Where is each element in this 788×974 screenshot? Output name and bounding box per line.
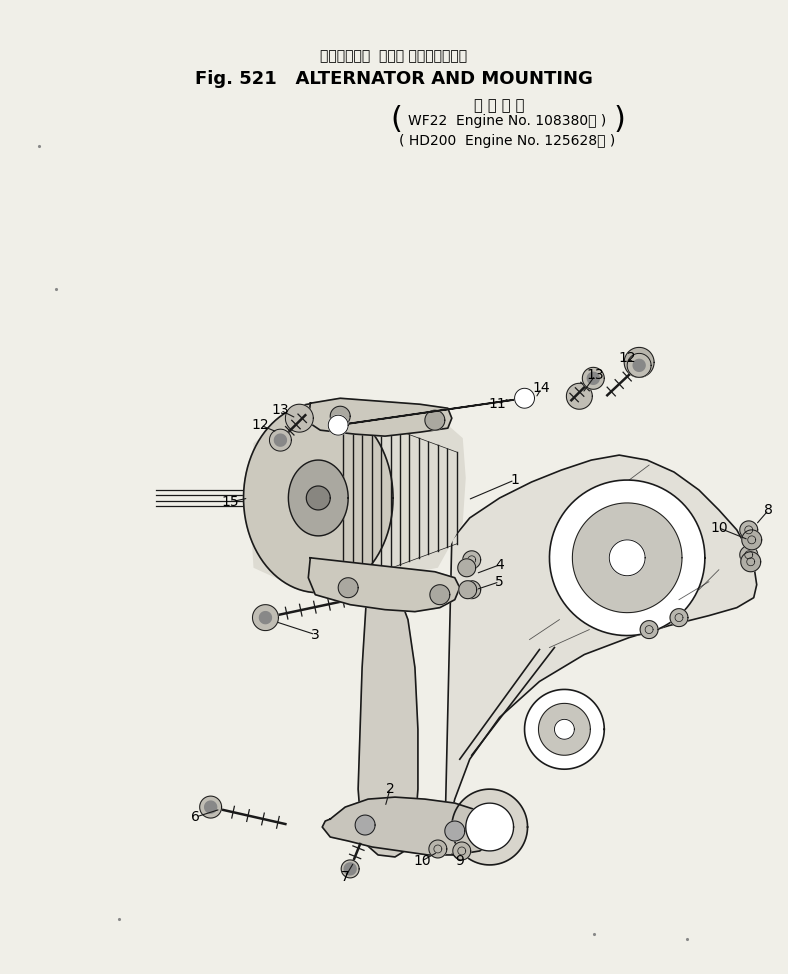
Polygon shape <box>444 821 465 841</box>
Polygon shape <box>567 384 593 409</box>
Polygon shape <box>740 521 758 539</box>
Polygon shape <box>307 486 330 510</box>
Polygon shape <box>355 815 375 835</box>
Text: 8: 8 <box>764 503 773 517</box>
Polygon shape <box>633 359 645 371</box>
Text: 5: 5 <box>495 575 504 588</box>
Polygon shape <box>459 581 477 599</box>
Polygon shape <box>199 796 221 818</box>
Polygon shape <box>463 551 481 569</box>
Polygon shape <box>538 703 590 755</box>
Polygon shape <box>742 530 762 549</box>
Polygon shape <box>582 367 604 390</box>
Polygon shape <box>466 804 514 851</box>
Text: WF22  Engine No. 108380～ ): WF22 Engine No. 108380～ ) <box>408 114 607 128</box>
Polygon shape <box>587 372 599 385</box>
Text: 12: 12 <box>251 418 269 432</box>
Polygon shape <box>344 863 356 875</box>
Polygon shape <box>425 410 444 431</box>
Text: 4: 4 <box>495 558 504 572</box>
Text: 2: 2 <box>385 782 394 796</box>
Polygon shape <box>453 842 470 860</box>
Polygon shape <box>444 455 756 839</box>
Polygon shape <box>338 578 358 598</box>
Text: 10: 10 <box>710 521 727 535</box>
Polygon shape <box>341 860 359 878</box>
Polygon shape <box>525 690 604 769</box>
Polygon shape <box>274 434 286 446</box>
Text: 3: 3 <box>311 627 320 642</box>
Polygon shape <box>549 480 705 636</box>
Text: 12: 12 <box>619 352 636 365</box>
Text: オルタネータ  および マウンティング: オルタネータ および マウンティング <box>321 50 467 63</box>
Polygon shape <box>308 558 459 612</box>
Polygon shape <box>330 406 350 427</box>
Polygon shape <box>259 612 271 623</box>
Polygon shape <box>740 545 758 564</box>
Polygon shape <box>458 559 476 577</box>
Polygon shape <box>285 404 314 432</box>
Polygon shape <box>627 354 651 377</box>
Polygon shape <box>463 581 481 599</box>
Polygon shape <box>288 460 348 536</box>
Text: 15: 15 <box>221 495 240 509</box>
Polygon shape <box>624 348 654 377</box>
Text: 7: 7 <box>340 870 350 883</box>
Text: 13: 13 <box>586 368 604 383</box>
Text: 6: 6 <box>191 810 200 824</box>
Text: 10: 10 <box>413 854 431 868</box>
Polygon shape <box>640 620 658 639</box>
Polygon shape <box>322 797 498 855</box>
Polygon shape <box>452 789 527 865</box>
Text: (: ( <box>390 104 402 133</box>
Text: 14: 14 <box>533 381 550 395</box>
Polygon shape <box>269 430 292 451</box>
Polygon shape <box>515 389 534 408</box>
Polygon shape <box>329 415 348 435</box>
Text: 9: 9 <box>455 854 464 868</box>
Polygon shape <box>741 552 760 572</box>
Polygon shape <box>358 572 418 857</box>
Polygon shape <box>572 503 682 613</box>
Polygon shape <box>430 584 450 605</box>
Text: ): ) <box>613 104 625 133</box>
Text: Fig. 521   ALTERNATOR AND MOUNTING: Fig. 521 ALTERNATOR AND MOUNTING <box>195 70 593 89</box>
Polygon shape <box>205 801 217 813</box>
Text: 適 用 号 機: 適 用 号 機 <box>474 98 525 114</box>
Polygon shape <box>338 398 525 426</box>
Polygon shape <box>429 840 447 858</box>
Polygon shape <box>670 609 688 626</box>
Polygon shape <box>308 398 452 436</box>
Polygon shape <box>252 605 278 630</box>
Polygon shape <box>609 540 645 576</box>
Text: ( HD200  Engine No. 125628～ ): ( HD200 Engine No. 125628～ ) <box>400 134 615 148</box>
Text: 1: 1 <box>510 473 519 487</box>
Polygon shape <box>555 720 574 739</box>
Polygon shape <box>251 403 466 593</box>
Text: 13: 13 <box>272 403 289 417</box>
Polygon shape <box>243 403 393 593</box>
Text: 11: 11 <box>489 397 507 411</box>
